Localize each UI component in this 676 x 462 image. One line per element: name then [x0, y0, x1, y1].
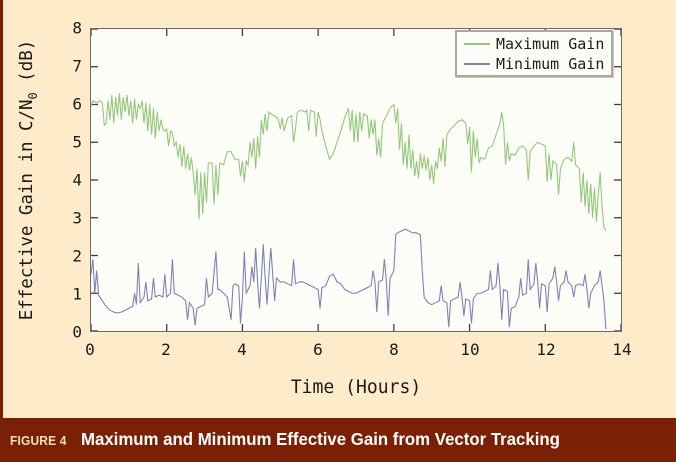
figure-caption-title: Maximum and Minimum Effective Gain from … [80, 429, 560, 449]
x-tick-label-4: 4 [237, 340, 247, 359]
y-tick-label-5: 5 [72, 132, 82, 152]
y-axis-title-subscript: 0 [25, 92, 40, 100]
y-tick-label-1: 1 [72, 284, 82, 304]
x-tick-label-14: 14 [612, 340, 632, 359]
y-axis-title-pre: Effective Gain in C/N [16, 99, 38, 321]
maximum-gain-line-swatch [464, 42, 490, 45]
y-tick-label-0: 0 [72, 322, 82, 342]
legend-entry-maximum-gain: Maximum Gain [464, 35, 611, 53]
x-tick-label-0: 0 [85, 340, 95, 359]
minimum-gain-line-swatch [464, 62, 490, 65]
legend-label-minimum-gain: Minimum Gain [496, 54, 605, 73]
x-tick-label-12: 12 [536, 340, 556, 359]
page-edge-accent-stripe [0, 0, 3, 418]
y-axis-title: Effective Gain in C/N0 (dB) [16, 40, 40, 320]
y-tick-label-6: 6 [72, 94, 82, 114]
figure-caption-bar: FIGURE 4 Maximum and Minimum Effective G… [0, 418, 676, 462]
y-axis-title-post: (dB) [16, 39, 38, 93]
x-axis-title: Time (Hours) [290, 376, 422, 398]
y-tick-label-8: 8 [72, 18, 82, 38]
x-tick-label-8: 8 [389, 340, 399, 359]
y-tick-label-2: 2 [72, 246, 82, 266]
series-line-maximum-gain [91, 93, 607, 232]
y-tick-label-3: 3 [72, 208, 82, 228]
y-tick-label-7: 7 [72, 56, 82, 76]
series-line-minimum-gain [91, 228, 607, 330]
figure-number-label: FIGURE 4 [10, 433, 67, 448]
x-tick-label-2: 2 [161, 340, 171, 359]
x-tick-label-6: 6 [313, 340, 323, 359]
legend: Maximum Gain Minimum Gain [455, 30, 613, 77]
plot-area [90, 28, 622, 332]
x-tick-label-10: 10 [460, 340, 480, 359]
legend-entry-minimum-gain: Minimum Gain [464, 55, 611, 73]
legend-label-maximum-gain: Maximum Gain [496, 34, 605, 53]
y-tick-label-4: 4 [72, 170, 82, 190]
